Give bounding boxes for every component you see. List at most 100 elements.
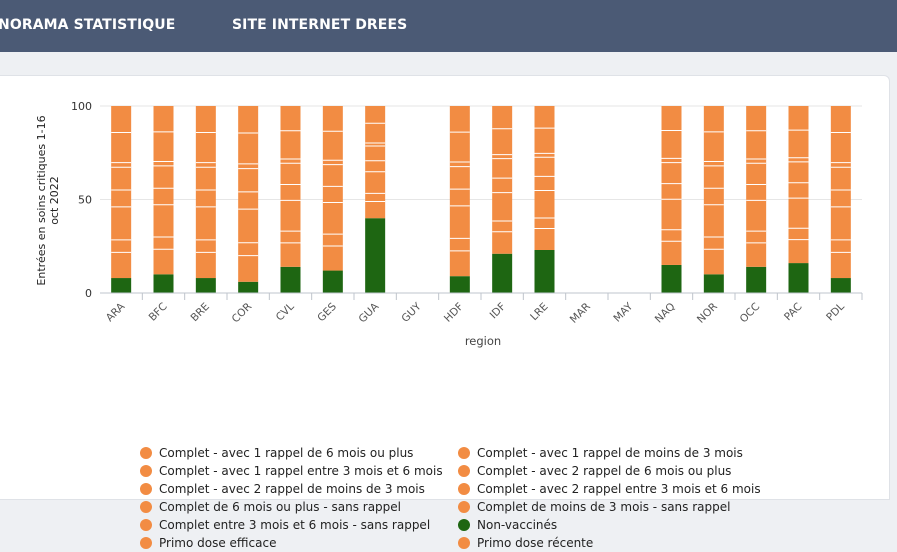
bar-segment-vaccinated[interactable] xyxy=(661,106,682,265)
legend-item[interactable]: Complet - avec 2 rappel de moins de 3 mo… xyxy=(140,480,458,498)
bar-segment-vaccinated[interactable] xyxy=(746,106,767,267)
bar-segment-non-vaccines[interactable] xyxy=(492,253,513,293)
legend-item[interactable]: Complet de moins de 3 mois - sans rappel xyxy=(458,498,758,516)
bar-segment-vaccinated[interactable] xyxy=(492,106,513,254)
legend-dot-icon xyxy=(140,501,152,513)
x-tick-label: NAQ xyxy=(653,301,678,326)
legend-dot-icon xyxy=(458,465,470,477)
bar-stack-naq[interactable] xyxy=(661,106,682,293)
bar-stack-cor[interactable] xyxy=(238,106,259,293)
legend-item[interactable]: Complet - avec 1 rappel de 6 mois ou plu… xyxy=(140,444,458,462)
x-tick-label: MAY xyxy=(611,300,635,324)
bar-segment-vaccinated[interactable] xyxy=(280,106,301,267)
legend-item[interactable]: Primo dose efficace xyxy=(140,534,458,552)
x-tick-label: PDL xyxy=(824,301,847,324)
bar-segment-vaccinated[interactable] xyxy=(322,106,343,271)
legend-label: Complet - avec 1 rappel de moins de 3 mo… xyxy=(477,446,743,460)
bar-stack-lre[interactable] xyxy=(534,106,555,293)
y-axis-title: Entrées en soins critiques 1-16oct 2022 xyxy=(35,115,61,285)
legend-label: Complet de 6 mois ou plus - sans rappel xyxy=(159,500,402,514)
bar-stack-nor[interactable] xyxy=(703,106,724,293)
nav-panorama-statistique[interactable]: NORAMA STATISTIQUE xyxy=(0,17,176,33)
legend-dot-icon xyxy=(140,519,152,531)
bar-stack-cvl[interactable] xyxy=(280,106,301,293)
bar-segment-vaccinated[interactable] xyxy=(703,106,724,275)
x-tick-label: ARA xyxy=(104,300,128,324)
bar-segment-non-vaccines[interactable] xyxy=(830,278,851,293)
legend-dot-icon xyxy=(140,465,152,477)
bar-segment-non-vaccines[interactable] xyxy=(788,263,809,293)
legend-label: Complet - avec 2 rappel de 6 mois ou plu… xyxy=(477,464,732,478)
bar-segment-vaccinated[interactable] xyxy=(788,106,809,264)
legend-item[interactable]: Complet entre 3 mois et 6 mois - sans ra… xyxy=(140,516,458,534)
bar-stack-pdl[interactable] xyxy=(830,106,851,293)
bar-segment-non-vaccines[interactable] xyxy=(449,276,470,293)
bar-stack-bfc[interactable] xyxy=(153,106,174,293)
y-tick-label: 100 xyxy=(71,100,92,113)
legend-dot-icon xyxy=(140,483,152,495)
legend-label: Complet - avec 2 rappel de moins de 3 mo… xyxy=(159,482,425,496)
bar-segment-non-vaccines[interactable] xyxy=(238,281,259,293)
bar-segment-non-vaccines[interactable] xyxy=(322,270,343,293)
x-tick-label: CVL xyxy=(274,301,297,324)
x-tick-label: GUY xyxy=(399,300,424,325)
bar-segment-non-vaccines[interactable] xyxy=(195,278,216,293)
legend-label: Non-vaccinés xyxy=(477,518,558,532)
x-tick-label: NOR xyxy=(695,301,720,326)
chart-bars xyxy=(111,106,851,293)
y-tick-label: 50 xyxy=(78,194,92,207)
bar-segment-vaccinated[interactable] xyxy=(111,106,132,279)
bar-segment-vaccinated[interactable] xyxy=(238,106,259,282)
bar-segment-non-vaccines[interactable] xyxy=(111,278,132,293)
legend-item[interactable]: Complet - avec 1 rappel entre 3 mois et … xyxy=(140,462,458,480)
legend-item[interactable]: Primo dose récente xyxy=(458,534,758,552)
legend-item[interactable]: Non-vaccinés xyxy=(458,516,758,534)
legend-item[interactable]: Complet - avec 2 rappel de 6 mois ou plu… xyxy=(458,462,758,480)
bar-segment-vaccinated[interactable] xyxy=(195,106,216,279)
bar-stack-idf[interactable] xyxy=(492,106,513,293)
stacked-bar-chart: 0 50 100 ARA BFC BRE COR CVL GES GUA GUY HDF IDF LRE M… xyxy=(35,100,863,348)
x-tick-label: GUA xyxy=(357,300,382,325)
bar-segment-vaccinated[interactable] xyxy=(534,106,555,250)
legend-dot-icon xyxy=(458,537,470,549)
x-axis-title: region xyxy=(465,334,501,348)
legend-item[interactable]: Complet - avec 1 rappel de moins de 3 mo… xyxy=(458,444,758,462)
x-tick-label: GES xyxy=(315,300,339,324)
bar-segment-vaccinated[interactable] xyxy=(153,106,174,275)
legend-item[interactable]: Complet - avec 2 rappel entre 3 mois et … xyxy=(458,480,761,498)
chart-gridlines xyxy=(100,105,862,200)
bar-segment-vaccinated[interactable] xyxy=(830,106,851,279)
bar-segment-non-vaccines[interactable] xyxy=(661,264,682,293)
nav-site-internet-drees[interactable]: SITE INTERNET DREES xyxy=(232,17,408,33)
bar-stack-hdf[interactable] xyxy=(449,106,470,293)
bar-stack-occ[interactable] xyxy=(746,106,767,293)
bar-segment-non-vaccines[interactable] xyxy=(280,266,301,293)
chart-legend: Complet - avec 1 rappel de 6 mois ou plu… xyxy=(140,444,761,552)
x-tick-label: BFC xyxy=(147,301,170,324)
x-tick-label: COR xyxy=(230,301,255,326)
legend-label: Complet - avec 2 rappel entre 3 mois et … xyxy=(477,482,761,496)
bar-segment-non-vaccines[interactable] xyxy=(534,249,555,293)
bar-segment-non-vaccines[interactable] xyxy=(365,218,386,293)
legend-label: Complet - avec 1 rappel de 6 mois ou plu… xyxy=(159,446,414,460)
legend-dot-icon xyxy=(458,483,470,495)
legend-dot-icon xyxy=(458,447,470,459)
legend-dot-icon xyxy=(140,537,152,549)
x-tick-label: OCC xyxy=(738,301,763,326)
bar-stack-gua[interactable] xyxy=(365,106,386,293)
x-tick-label: LRE xyxy=(528,301,550,323)
legend-item[interactable]: Complet de 6 mois ou plus - sans rappel xyxy=(140,498,458,516)
x-tick-label: HDF xyxy=(442,301,466,325)
bar-segment-non-vaccines[interactable] xyxy=(703,274,724,293)
bar-segment-vaccinated[interactable] xyxy=(449,106,470,277)
legend-label: Primo dose efficace xyxy=(159,536,277,550)
x-tick-label: IDF xyxy=(488,301,509,322)
bar-stack-bre[interactable] xyxy=(195,106,216,293)
bar-stack-ges[interactable] xyxy=(322,106,343,293)
bar-segment-non-vaccines[interactable] xyxy=(746,266,767,293)
bar-segment-non-vaccines[interactable] xyxy=(153,274,174,293)
legend-label: Complet de moins de 3 mois - sans rappel xyxy=(477,500,731,514)
bar-segment-vaccinated[interactable] xyxy=(365,106,386,219)
bar-stack-pac[interactable] xyxy=(788,106,809,293)
bar-stack-ara[interactable] xyxy=(111,106,132,293)
